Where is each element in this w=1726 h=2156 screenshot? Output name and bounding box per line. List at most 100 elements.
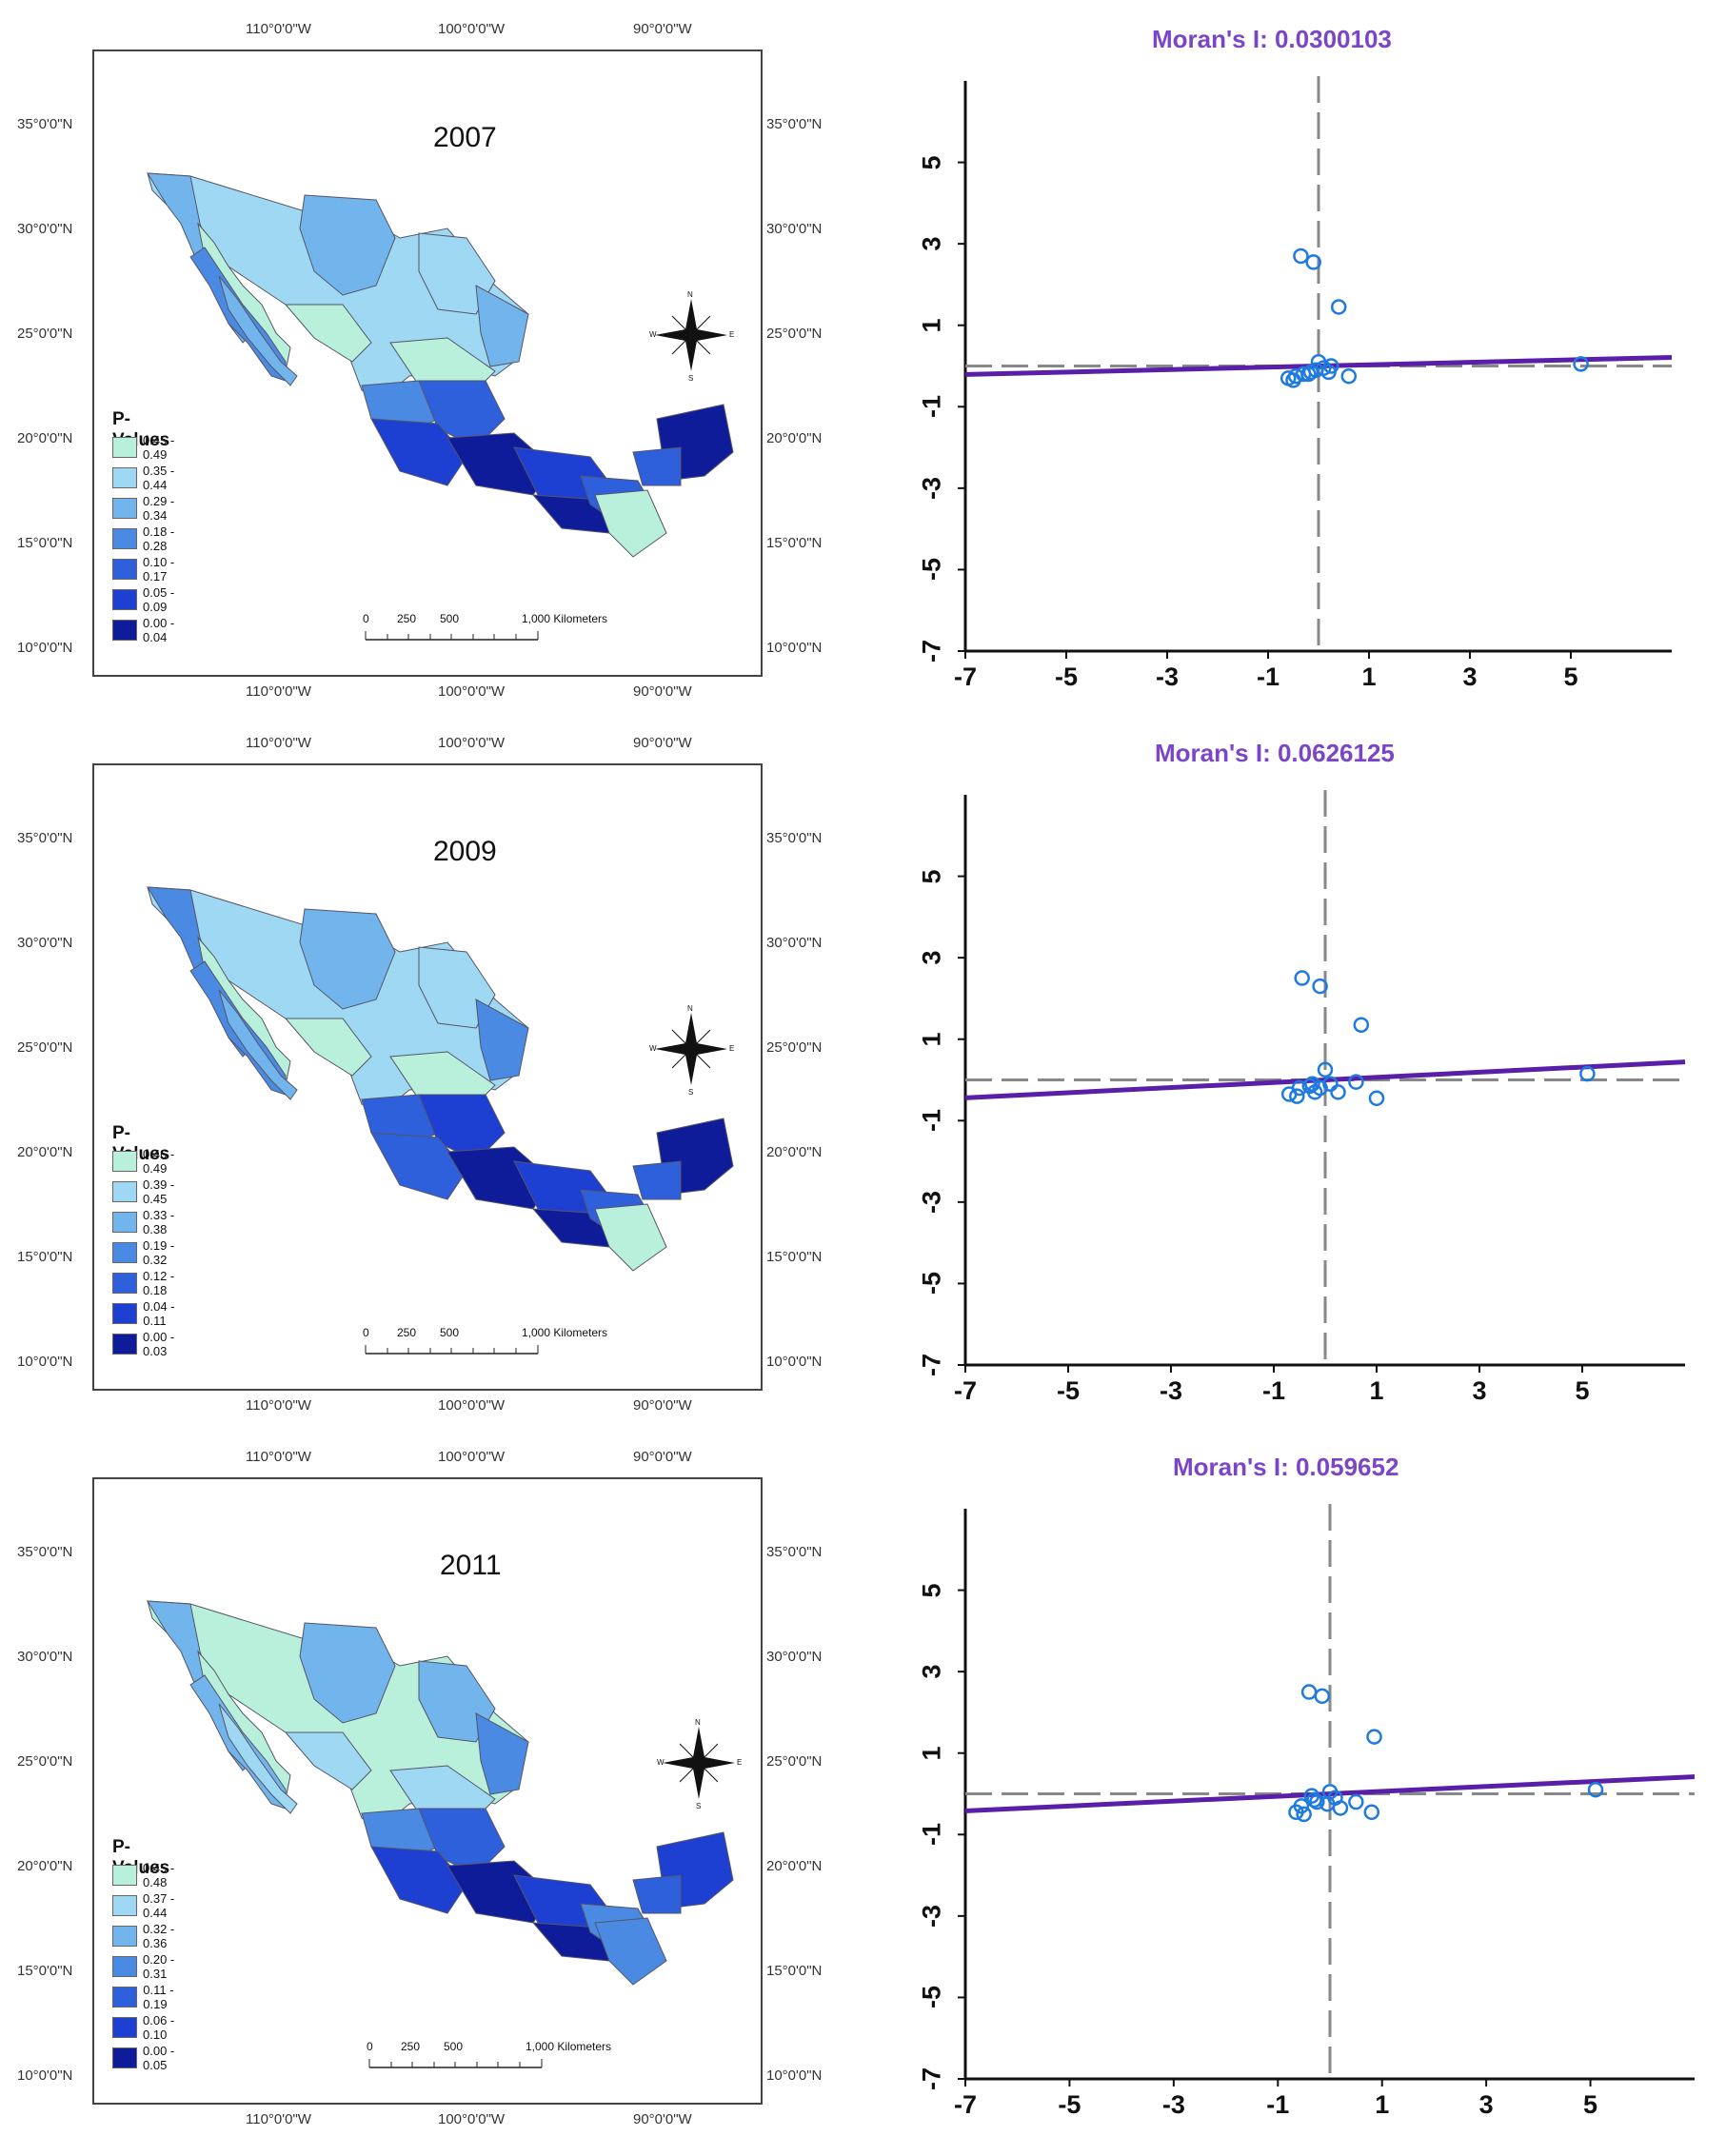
y-tick-label: -5	[917, 558, 946, 582]
scale-label: 1,000 Kilometers	[526, 2040, 612, 2053]
x-tick-label: -5	[1058, 2090, 1081, 2119]
x-tick-label: -5	[1054, 663, 1079, 691]
chart-title: Moran's I: 0.059652	[1173, 1453, 1399, 1481]
legend-swatch	[112, 1151, 138, 1172]
x-tick-label: 5	[1563, 663, 1578, 691]
lat-label-left: 15°0'0"N	[17, 1249, 73, 1265]
legend-label: 0.11 - 0.19	[143, 1983, 174, 2011]
lat-label-left: 15°0'0"N	[17, 535, 73, 551]
lat-label-left: 20°0'0"N	[17, 430, 73, 446]
data-point	[1363, 1804, 1380, 1821]
lat-label-left: 35°0'0"N	[17, 1544, 73, 1560]
lat-label-right: 35°0'0"N	[766, 116, 823, 132]
compass-n: N	[695, 1718, 701, 1727]
lat-label-right: 25°0'0"N	[766, 326, 823, 342]
legend-swatch	[112, 1926, 138, 1947]
scale-label: 0	[363, 1326, 369, 1339]
lat-label-right: 30°0'0"N	[766, 935, 823, 951]
legend-label: 0.46 - 0.49	[143, 1147, 175, 1176]
lon-label-top: 90°0'0"W	[633, 21, 692, 37]
legend-item: 0.19 - 0.32	[112, 1238, 180, 1267]
data-point	[1317, 1061, 1334, 1078]
lat-label-right: 15°0'0"N	[766, 1963, 823, 1979]
legend-label: 0.00 - 0.03	[143, 1330, 175, 1358]
data-point	[1330, 299, 1347, 315]
compass-s: S	[688, 1088, 694, 1097]
lon-label-bottom: 110°0'0"W	[246, 1397, 311, 1414]
legend-swatch	[112, 467, 138, 488]
lat-label-right: 20°0'0"N	[766, 1858, 823, 1874]
legend-item: 0.33 - 0.38	[112, 1208, 180, 1236]
lat-label-right: 10°0'0"N	[766, 2067, 823, 2084]
y-tick-label: -1	[917, 1109, 946, 1133]
data-point	[1293, 247, 1309, 265]
data-point	[1303, 1788, 1320, 1804]
y-tick-label: 1	[917, 1032, 946, 1047]
y-tick-label: 3	[917, 950, 946, 965]
lat-label-right: 30°0'0"N	[766, 1649, 823, 1665]
lon-label-top: 100°0'0"W	[438, 21, 506, 37]
lon-label-bottom: 90°0'0"W	[633, 683, 692, 700]
y-tick-label: -1	[917, 395, 946, 419]
legend-item: 0.11 - 0.19	[112, 1983, 180, 2011]
legend-item: 0.00 - 0.04	[112, 616, 180, 644]
data-point	[1573, 356, 1589, 372]
lat-label-right: 25°0'0"N	[766, 1039, 823, 1056]
lon-label-top: 100°0'0"W	[438, 735, 506, 751]
legend-swatch	[112, 2017, 138, 2038]
legend-swatch	[112, 1895, 138, 1916]
lat-label-right: 30°0'0"N	[766, 221, 823, 237]
legend-item: 0.37 - 0.44	[112, 1891, 180, 1920]
scale-label: 1,000 Kilometers	[522, 612, 608, 625]
legend-label: 0.45 - 0.49	[143, 433, 175, 462]
chart-title: Moran's I: 0.0626125	[1155, 739, 1395, 767]
map-year: 2009	[433, 836, 497, 867]
data-point	[1340, 367, 1358, 385]
lon-label-bottom: 90°0'0"W	[633, 1397, 692, 1414]
data-point	[1368, 1090, 1385, 1107]
scale-label: 250	[401, 2040, 421, 2053]
legend-item: 0.12 - 0.18	[112, 1269, 180, 1297]
legend-swatch	[112, 1181, 138, 1202]
x-tick-label: -7	[953, 1376, 978, 1405]
data-point	[1587, 1781, 1604, 1798]
lat-label-left: 35°0'0"N	[17, 830, 73, 846]
legend-item: 0.00 - 0.05	[112, 2044, 180, 2072]
lat-label-left: 10°0'0"N	[17, 2067, 73, 2084]
x-tick-label: 3	[1462, 663, 1478, 691]
lon-label-bottom: 100°0'0"W	[438, 2111, 506, 2127]
data-point	[1296, 1806, 1312, 1823]
data-point	[1348, 1074, 1364, 1090]
legend-label: 0.00 - 0.05	[143, 2044, 175, 2072]
legend-swatch	[112, 589, 138, 610]
lat-label-left: 30°0'0"N	[17, 935, 73, 951]
legend-label: 0.37 - 0.44	[143, 1891, 175, 1920]
regression-line	[964, 355, 1673, 377]
x-tick-label: -7	[953, 2090, 978, 2119]
lat-label-left: 25°0'0"N	[17, 326, 73, 342]
x-tick-label: 1	[1361, 663, 1377, 691]
data-point	[1308, 362, 1324, 379]
legend-swatch	[112, 1212, 138, 1233]
y-tick-label: 5	[917, 155, 946, 170]
legend-item: 0.45 - 0.49	[112, 433, 180, 462]
scale-label: 500	[440, 1326, 460, 1339]
legend-swatch	[112, 1273, 138, 1294]
lon-label-top: 100°0'0"W	[438, 1449, 506, 1465]
legend-label: 0.06 - 0.10	[143, 2013, 175, 2042]
x-tick-label: 1	[1375, 2090, 1390, 2119]
y-tick-label: 3	[917, 236, 946, 251]
legend-item: 0.46 - 0.49	[112, 1147, 180, 1176]
y-tick-label: -3	[917, 476, 946, 500]
lat-label-right: 20°0'0"N	[766, 1144, 823, 1160]
legend-swatch	[112, 559, 138, 580]
legend-item: 0.29 - 0.34	[112, 494, 180, 523]
legend-label: 0.04 - 0.11	[143, 1299, 175, 1328]
y-tick-label: -5	[917, 1986, 946, 2009]
lon-label-top: 110°0'0"W	[246, 735, 311, 751]
compass-s: S	[696, 1802, 702, 1810]
legend-swatch	[112, 620, 138, 641]
